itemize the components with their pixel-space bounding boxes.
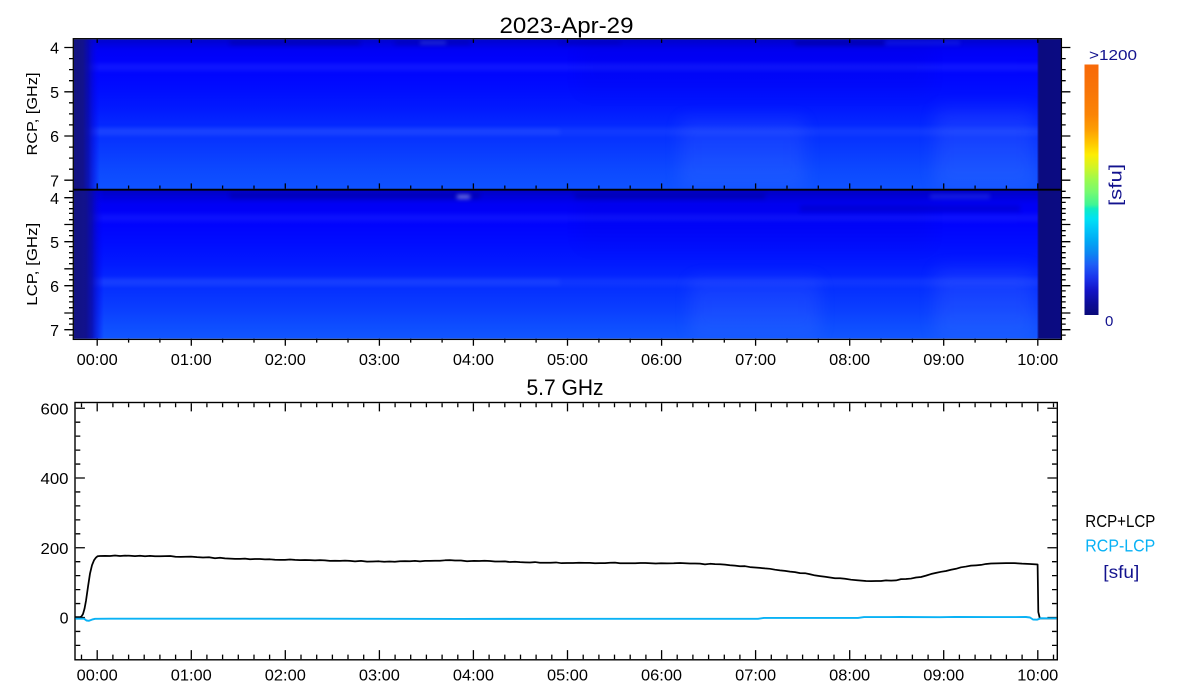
svg-text:5.7 GHz: 5.7 GHz — [527, 375, 604, 400]
svg-text:7: 7 — [50, 323, 59, 340]
svg-text:00:00: 00:00 — [77, 668, 118, 685]
svg-text:5: 5 — [50, 235, 59, 252]
svg-text:07:00: 07:00 — [735, 352, 776, 369]
svg-text:02:00: 02:00 — [265, 668, 306, 685]
svg-text:08:00: 08:00 — [829, 668, 870, 685]
svg-text:06:00: 06:00 — [641, 668, 682, 685]
svg-text:4: 4 — [50, 41, 59, 58]
svg-text:04:00: 04:00 — [453, 668, 494, 685]
svg-text:5: 5 — [50, 85, 59, 102]
svg-text:2023-Apr-29: 2023-Apr-29 — [500, 13, 634, 38]
svg-text:09:00: 09:00 — [923, 668, 964, 685]
svg-text:01:00: 01:00 — [171, 668, 212, 685]
svg-text:01:00: 01:00 — [171, 352, 212, 369]
svg-text:10:00: 10:00 — [1017, 352, 1058, 369]
svg-text:RCP-LCP: RCP-LCP — [1085, 536, 1155, 556]
svg-text:05:00: 05:00 — [547, 668, 588, 685]
svg-text:04:00: 04:00 — [453, 352, 494, 369]
svg-text:02:00: 02:00 — [265, 352, 306, 369]
svg-text:08:00: 08:00 — [829, 352, 870, 369]
svg-text:RCP, [GHz]: RCP, [GHz] — [25, 73, 41, 156]
svg-text:09:00: 09:00 — [923, 352, 964, 369]
svg-text:600: 600 — [41, 401, 69, 418]
svg-text:03:00: 03:00 — [359, 668, 400, 685]
svg-text:05:00: 05:00 — [547, 352, 588, 369]
svg-text:RCP+LCP: RCP+LCP — [1085, 511, 1155, 531]
svg-text:200: 200 — [41, 541, 69, 558]
svg-text:03:00: 03:00 — [359, 352, 400, 369]
svg-text:0: 0 — [1105, 313, 1113, 330]
svg-text:7: 7 — [50, 173, 59, 190]
svg-text:LCP, [GHz]: LCP, [GHz] — [25, 223, 41, 306]
svg-text:[sfu]: [sfu] — [1103, 562, 1139, 582]
svg-text:6: 6 — [50, 279, 59, 296]
svg-text:06:00: 06:00 — [641, 352, 682, 369]
svg-text:0: 0 — [60, 611, 69, 628]
svg-text:10:00: 10:00 — [1017, 668, 1058, 685]
svg-text:>1200: >1200 — [1089, 47, 1137, 64]
svg-text:07:00: 07:00 — [735, 668, 776, 685]
svg-text:6: 6 — [50, 129, 59, 146]
svg-text:4: 4 — [50, 191, 59, 208]
svg-text:[sfu]: [sfu] — [1106, 164, 1126, 206]
svg-text:400: 400 — [41, 471, 69, 488]
svg-text:00:00: 00:00 — [77, 352, 118, 369]
